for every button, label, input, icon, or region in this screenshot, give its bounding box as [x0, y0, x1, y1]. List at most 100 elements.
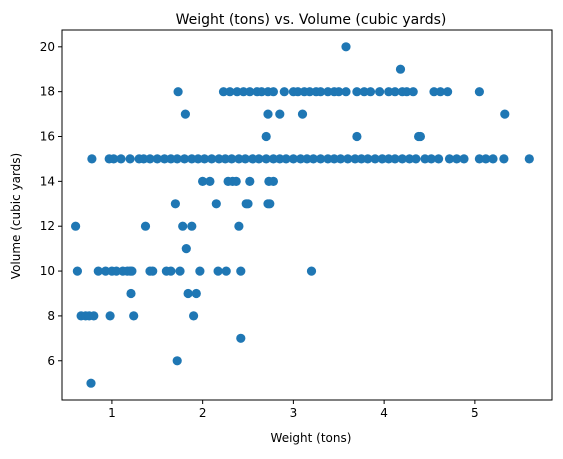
data-point: [397, 154, 407, 164]
data-point: [435, 87, 445, 97]
data-point: [227, 154, 237, 164]
x-tick-label: 3: [290, 406, 298, 420]
y-tick-label: 6: [47, 354, 55, 368]
data-point: [377, 154, 387, 164]
data-point: [323, 87, 333, 97]
data-point: [390, 154, 400, 164]
x-tick-label: 5: [471, 406, 479, 420]
data-point: [214, 154, 224, 164]
data-point: [257, 87, 267, 97]
data-point: [408, 87, 418, 97]
data-point: [279, 87, 289, 97]
data-point: [187, 154, 197, 164]
data-point: [116, 154, 126, 164]
data-point: [268, 87, 278, 97]
chart-title: Weight (tons) vs. Volume (cubic yards): [176, 12, 447, 28]
data-point: [293, 87, 303, 97]
data-point: [275, 154, 285, 164]
data-point: [179, 154, 190, 164]
data-point: [305, 87, 315, 97]
data-point: [86, 378, 96, 388]
data-point: [87, 154, 97, 164]
data-point: [316, 87, 326, 97]
data-point: [500, 109, 510, 119]
data-point: [193, 154, 203, 164]
data-point: [245, 176, 255, 186]
data-point: [261, 154, 271, 164]
data-point: [316, 154, 326, 164]
data-point: [365, 87, 376, 97]
data-point: [178, 221, 188, 231]
data-point: [359, 87, 369, 97]
data-point: [231, 176, 241, 186]
data-point: [390, 87, 400, 97]
data-point: [265, 199, 275, 209]
data-point: [402, 87, 412, 97]
data-point: [140, 221, 151, 231]
data-point: [236, 266, 246, 276]
data-point: [488, 154, 498, 164]
data-point: [302, 154, 312, 164]
x-axis-label: Weight (tons): [271, 431, 352, 445]
data-point: [198, 176, 208, 186]
data-point: [296, 154, 306, 164]
data-point: [329, 154, 339, 164]
data-point: [105, 311, 115, 321]
data-point: [375, 87, 385, 97]
data-point: [261, 131, 271, 142]
data-point: [234, 154, 244, 164]
data-point: [415, 131, 425, 142]
data-point: [126, 288, 136, 299]
data-point: [148, 266, 158, 276]
data-points: [71, 42, 534, 388]
data-point: [474, 87, 484, 97]
data-point: [181, 244, 191, 254]
y-tick-label: 8: [47, 309, 55, 323]
data-point: [152, 154, 162, 164]
data-point: [218, 87, 229, 97]
data-point: [170, 199, 180, 209]
data-point: [101, 266, 111, 276]
data-point: [173, 87, 183, 97]
data-point: [245, 87, 255, 97]
data-point: [183, 288, 193, 299]
data-point: [187, 221, 197, 231]
data-point: [205, 176, 215, 186]
data-point: [444, 154, 455, 164]
data-point: [175, 266, 185, 276]
data-point: [499, 154, 509, 164]
data-point: [452, 154, 462, 164]
data-point: [297, 109, 308, 119]
data-point: [384, 87, 394, 97]
y-tick-label: 12: [40, 219, 55, 233]
data-point: [443, 87, 453, 97]
data-point: [363, 154, 373, 164]
data-point: [207, 154, 217, 164]
data-point: [404, 154, 415, 164]
data-point: [426, 154, 436, 164]
data-point: [213, 266, 223, 276]
data-point: [129, 311, 139, 321]
data-point: [166, 266, 176, 276]
data-point: [238, 87, 249, 97]
data-point: [71, 221, 81, 231]
data-point: [334, 87, 344, 97]
data-point: [109, 154, 119, 164]
data-point: [336, 154, 346, 164]
x-tick-label: 4: [380, 406, 388, 420]
data-point: [111, 266, 121, 276]
data-point: [225, 87, 235, 97]
data-point: [275, 109, 285, 119]
data-point: [221, 266, 231, 276]
data-point: [93, 266, 103, 276]
data-point: [166, 154, 176, 164]
data-point: [189, 311, 199, 321]
y-tick-label: 20: [40, 40, 55, 54]
x-tick-label: 1: [108, 406, 116, 420]
data-point: [199, 154, 210, 164]
data-point: [474, 154, 484, 164]
data-point: [288, 154, 298, 164]
data-point: [384, 154, 394, 164]
